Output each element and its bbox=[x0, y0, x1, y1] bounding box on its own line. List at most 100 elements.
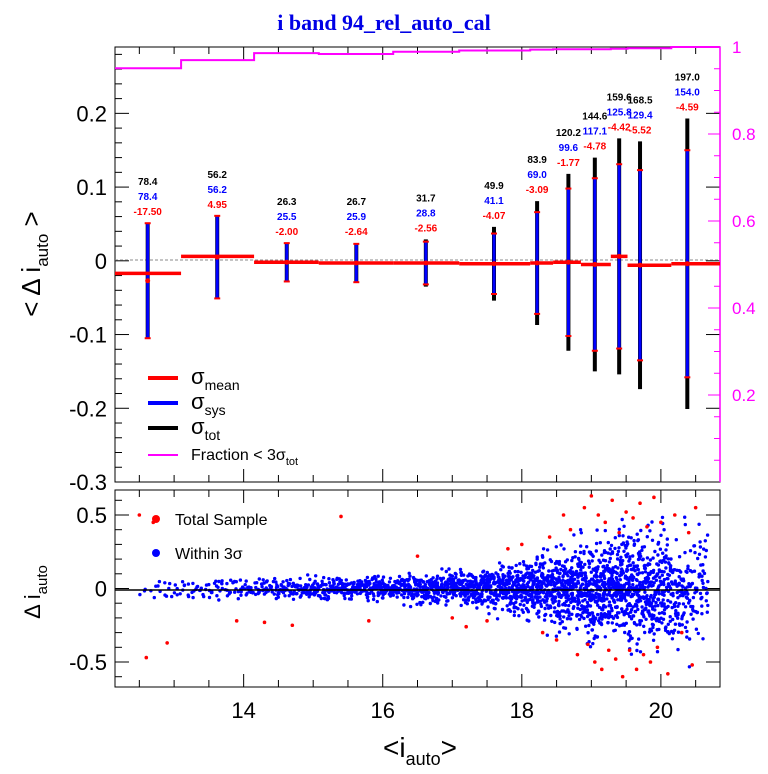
within-3sigma-point bbox=[686, 564, 690, 568]
within-3sigma-point bbox=[677, 602, 681, 606]
within-3sigma-point bbox=[442, 594, 447, 599]
total-sample-point bbox=[593, 660, 597, 664]
within-3sigma-point bbox=[661, 598, 665, 602]
within-3sigma-point bbox=[191, 595, 195, 600]
within-3sigma-point bbox=[701, 585, 706, 590]
within-3sigma-point bbox=[299, 594, 303, 598]
within-3sigma-point bbox=[647, 612, 652, 616]
within-3sigma-point bbox=[620, 607, 624, 611]
within-3sigma-point bbox=[540, 554, 545, 558]
within-3sigma-point bbox=[623, 630, 627, 635]
within-3sigma-point bbox=[579, 531, 583, 535]
bottom-x-tick-label: 16 bbox=[370, 698, 394, 723]
within-3sigma-point bbox=[481, 570, 485, 574]
within-3sigma-point bbox=[600, 617, 604, 621]
within-3sigma-point bbox=[552, 568, 556, 573]
within-3sigma-point bbox=[512, 606, 516, 610]
within-3sigma-point bbox=[622, 583, 627, 587]
within-3sigma-point bbox=[560, 593, 564, 598]
within-3sigma-point bbox=[676, 611, 680, 615]
within-3sigma-point bbox=[507, 565, 511, 569]
within-3sigma-point bbox=[388, 576, 393, 580]
within-3sigma-point bbox=[663, 560, 668, 564]
within-3sigma-point bbox=[515, 574, 519, 578]
within-3sigma-point bbox=[610, 577, 615, 581]
within-3sigma-point bbox=[575, 627, 579, 631]
within-3sigma-point bbox=[702, 547, 706, 551]
within-3sigma-point bbox=[526, 566, 531, 571]
within-3sigma-point bbox=[380, 582, 384, 586]
within-3sigma-point bbox=[288, 577, 293, 582]
within-3sigma-point bbox=[667, 584, 672, 588]
within-3sigma-point bbox=[635, 623, 639, 627]
total-sample-point bbox=[450, 616, 455, 620]
within-3sigma-point bbox=[592, 597, 596, 601]
within-3sigma-point bbox=[638, 622, 642, 627]
within-3sigma-point bbox=[599, 622, 604, 627]
within-3sigma-point bbox=[561, 574, 565, 579]
within-3sigma-point bbox=[517, 614, 521, 618]
within-3sigma-point bbox=[485, 570, 489, 575]
within-3sigma-point bbox=[636, 557, 641, 562]
within-3sigma-point bbox=[602, 603, 606, 608]
within-3sigma-point bbox=[689, 583, 693, 587]
bin-label: 56.2 bbox=[207, 170, 227, 181]
within-3sigma-point bbox=[531, 568, 535, 573]
within-3sigma-point bbox=[602, 574, 606, 578]
within-3sigma-point bbox=[236, 597, 240, 601]
total-sample-point bbox=[589, 494, 594, 498]
within-3sigma-point bbox=[652, 632, 656, 636]
total-sample-point bbox=[520, 542, 524, 547]
within-3sigma-point bbox=[585, 545, 589, 549]
legend-tot-label: σtot bbox=[191, 414, 220, 443]
within-3sigma-point bbox=[654, 578, 659, 582]
within-3sigma-point bbox=[435, 574, 440, 578]
within-3sigma-point bbox=[629, 617, 634, 621]
within-3sigma-point bbox=[602, 550, 607, 555]
within-3sigma-point bbox=[446, 599, 450, 603]
within-3sigma-point bbox=[152, 595, 156, 600]
within-3sigma-point bbox=[596, 592, 600, 596]
within-3sigma-point bbox=[207, 595, 212, 600]
within-3sigma-point bbox=[227, 592, 231, 596]
within-3sigma-point bbox=[652, 595, 656, 599]
within-3sigma-point bbox=[656, 598, 661, 602]
within-3sigma-point bbox=[588, 550, 593, 555]
within-3sigma-point bbox=[610, 596, 614, 600]
within-3sigma-point bbox=[408, 604, 413, 609]
within-3sigma-point bbox=[667, 573, 672, 577]
within-3sigma-point bbox=[704, 599, 708, 603]
bin-label: 28.8 bbox=[416, 208, 436, 219]
within-3sigma-point bbox=[631, 554, 635, 558]
within-3sigma-point bbox=[638, 650, 643, 654]
right-axis-tick-label: 1 bbox=[732, 38, 741, 57]
within-3sigma-point bbox=[600, 607, 604, 612]
within-3sigma-point bbox=[557, 599, 561, 604]
within-3sigma-point bbox=[640, 548, 644, 552]
total-sample-point bbox=[624, 510, 628, 514]
within-3sigma-point bbox=[557, 559, 562, 564]
within-3sigma-point bbox=[371, 597, 376, 602]
within-3sigma-point bbox=[677, 575, 681, 579]
within-3sigma-point bbox=[138, 592, 142, 597]
within-3sigma-point bbox=[360, 580, 364, 584]
within-3sigma-point bbox=[625, 540, 629, 544]
within-3sigma-point bbox=[650, 605, 654, 609]
within-3sigma-point bbox=[308, 577, 312, 582]
within-3sigma-point bbox=[510, 566, 514, 570]
bin-label: -2.56 bbox=[414, 223, 437, 234]
total-sample-point bbox=[547, 535, 552, 539]
within-3sigma-point bbox=[564, 596, 568, 600]
within-3sigma-point bbox=[560, 581, 564, 585]
total-sample-point bbox=[634, 667, 639, 672]
within-3sigma-point bbox=[673, 622, 678, 626]
within-3sigma-point bbox=[191, 581, 195, 586]
within-3sigma-point bbox=[591, 614, 595, 618]
within-3sigma-point bbox=[570, 593, 575, 597]
total-sample-point bbox=[645, 524, 649, 529]
bottom-legend: Total Sample Within 3σ bbox=[152, 512, 268, 563]
within-3sigma-point bbox=[323, 597, 328, 601]
within-3sigma-point bbox=[332, 579, 336, 584]
within-3sigma-point bbox=[600, 553, 604, 557]
